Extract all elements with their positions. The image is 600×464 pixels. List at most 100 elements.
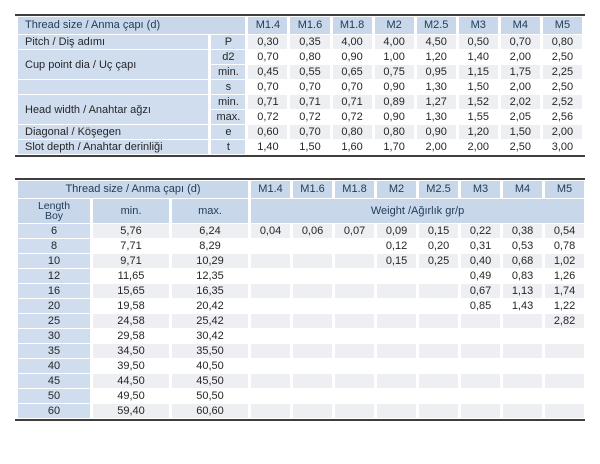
weight-row: 25 24,58 25,42 2,82: [18, 314, 585, 328]
weight-value-M2.5: [419, 299, 459, 313]
weight-value-M5: 1,26: [545, 269, 585, 283]
spec-value-M2.5: 2,00: [416, 140, 456, 154]
spec-value-M1.4: 0,70: [248, 80, 288, 94]
spec-value-M4: 2,00: [500, 50, 540, 64]
weight-value-M1.6: [293, 344, 333, 358]
weight-value-M4: 1,13: [503, 284, 543, 298]
spec-value-M4: 1,50: [500, 125, 540, 139]
weight-row: 50 49,50 50,50: [18, 389, 585, 403]
size-header-M1.6: M1.6: [290, 17, 330, 34]
weight-value-M2: [377, 284, 417, 298]
spec-row-label: Cup point dia / Uç çapı: [18, 50, 209, 79]
max-cell: 10,29: [172, 254, 249, 268]
weight-value-M2.5: [419, 269, 459, 283]
size-header-M2: M2: [377, 181, 417, 198]
spec-row-sub-label: max.: [211, 110, 246, 124]
weight-value-M2: 0,09: [377, 224, 417, 238]
min-cell: 44,50: [93, 374, 169, 388]
length-cell: 10: [18, 254, 90, 268]
spec-value-M1.6: 0,35: [290, 35, 330, 49]
weight-value-M2: [377, 269, 417, 283]
weight-value-M1.8: [335, 314, 375, 328]
weight-value-M4: [503, 404, 543, 418]
size-header-M1.4: M1.4: [251, 181, 291, 198]
weight-value-M1.8: [335, 389, 375, 403]
min-cell: 15,65: [93, 284, 169, 298]
weight-value-M2.5: [419, 329, 459, 343]
spec-value-M1.4: 1,40: [248, 140, 288, 154]
weight-row: 10 9,71 10,29 0,15 0,25 0,40 0,68 1,02: [18, 254, 585, 268]
spec-row-label: Pitch / Diş adımı: [18, 35, 209, 49]
weight-value-M1.8: [335, 344, 375, 358]
spec-value-M2: 1,00: [374, 50, 414, 64]
length-cell: 30: [18, 329, 90, 343]
spec-value-M1.8: 4,00: [332, 35, 372, 49]
min-cell: 59,40: [93, 404, 169, 418]
spec-row-sub-label: min.: [211, 95, 246, 109]
weight-value-M3: [461, 344, 501, 358]
weight-value-M4: [503, 329, 543, 343]
weight-value-M5: 2,82: [545, 314, 585, 328]
spec-value-M1.6: 1,50: [290, 140, 330, 154]
weight-value-M5: [545, 344, 585, 358]
spec-value-M5: 2,56: [542, 110, 582, 124]
size-header-M1.6: M1.6: [293, 181, 333, 198]
min-cell: 7,71: [93, 239, 169, 253]
weight-value-M4: 0,83: [503, 269, 543, 283]
weight-value-M2.5: [419, 314, 459, 328]
length-cell: 16: [18, 284, 90, 298]
spec-value-M2: 0,90: [374, 110, 414, 124]
spec-value-M4: 2,00: [500, 80, 540, 94]
spec-value-M3: 1,20: [458, 125, 498, 139]
weight-value-M5: [545, 389, 585, 403]
weight-value-M2: [377, 359, 417, 373]
max-cell: 35,50: [172, 344, 249, 358]
weight-value-M1.4: [251, 374, 291, 388]
weight-value-M1.4: [251, 359, 291, 373]
spec-row-sub-label: e: [211, 125, 246, 139]
weight-value-M1.4: 0,04: [251, 224, 291, 238]
weight-value-M1.4: [251, 284, 291, 298]
weight-value-M1.6: [293, 239, 333, 253]
length-cell: 8: [18, 239, 90, 253]
weight-value-M2.5: [419, 284, 459, 298]
weight-value-M5: [545, 404, 585, 418]
weight-value-M1.6: [293, 284, 333, 298]
spec-value-M3: 1,55: [458, 110, 498, 124]
weight-value-M5: 1,74: [545, 284, 585, 298]
size-header-M5: M5: [545, 181, 585, 198]
min-column-header: min.: [93, 199, 169, 223]
spec-value-M4: 2,05: [500, 110, 540, 124]
weight-value-M2.5: [419, 344, 459, 358]
weight-value-M1.4: [251, 404, 291, 418]
spec-table-wrapper: Thread size / Anma çapı (d) M1.4 M1.6 M1.8…: [15, 14, 585, 157]
length-cell: 60: [18, 404, 90, 418]
spec-value-M1.8: 0,80: [332, 125, 372, 139]
weight-value-M2.5: 0,15: [419, 224, 459, 238]
weight-value-M1.4: [251, 269, 291, 283]
weight-value-M3: [461, 359, 501, 373]
min-cell: 19,58: [93, 299, 169, 313]
weight-value-M1.4: [251, 344, 291, 358]
spec-row: max. 0,72 0,72 0,72 0,90 1,30 1,55 2,05 2,56: [18, 110, 582, 124]
length-cell: 50: [18, 389, 90, 403]
weight-value-M5: [545, 359, 585, 373]
spec-value-M1.6: 0,55: [290, 65, 330, 79]
min-cell: 11,65: [93, 269, 169, 283]
weight-value-M2.5: [419, 359, 459, 373]
weight-value-M5: 1,22: [545, 299, 585, 313]
size-header-M2: M2: [374, 17, 414, 34]
weight-row: 35 34,50 35,50: [18, 344, 585, 358]
spec-value-M1.8: 0,71: [332, 95, 372, 109]
spec-value-M2.5: 1,30: [416, 110, 456, 124]
max-cell: 6,24: [172, 224, 249, 238]
weight-value-M1.6: [293, 269, 333, 283]
spec-value-M2: 1,70: [374, 140, 414, 154]
spec-row: Slot depth / Anahtar derinliği t 1,40 1,50 1…: [18, 140, 582, 154]
max-cell: 40,50: [172, 359, 249, 373]
weight-value-M5: 1,02: [545, 254, 585, 268]
weight-value-M1.8: 0,07: [335, 224, 375, 238]
spec-value-M1.8: 0,90: [332, 50, 372, 64]
spec-value-M3: 1,15: [458, 65, 498, 79]
spec-value-M2.5: 4,50: [416, 35, 456, 49]
